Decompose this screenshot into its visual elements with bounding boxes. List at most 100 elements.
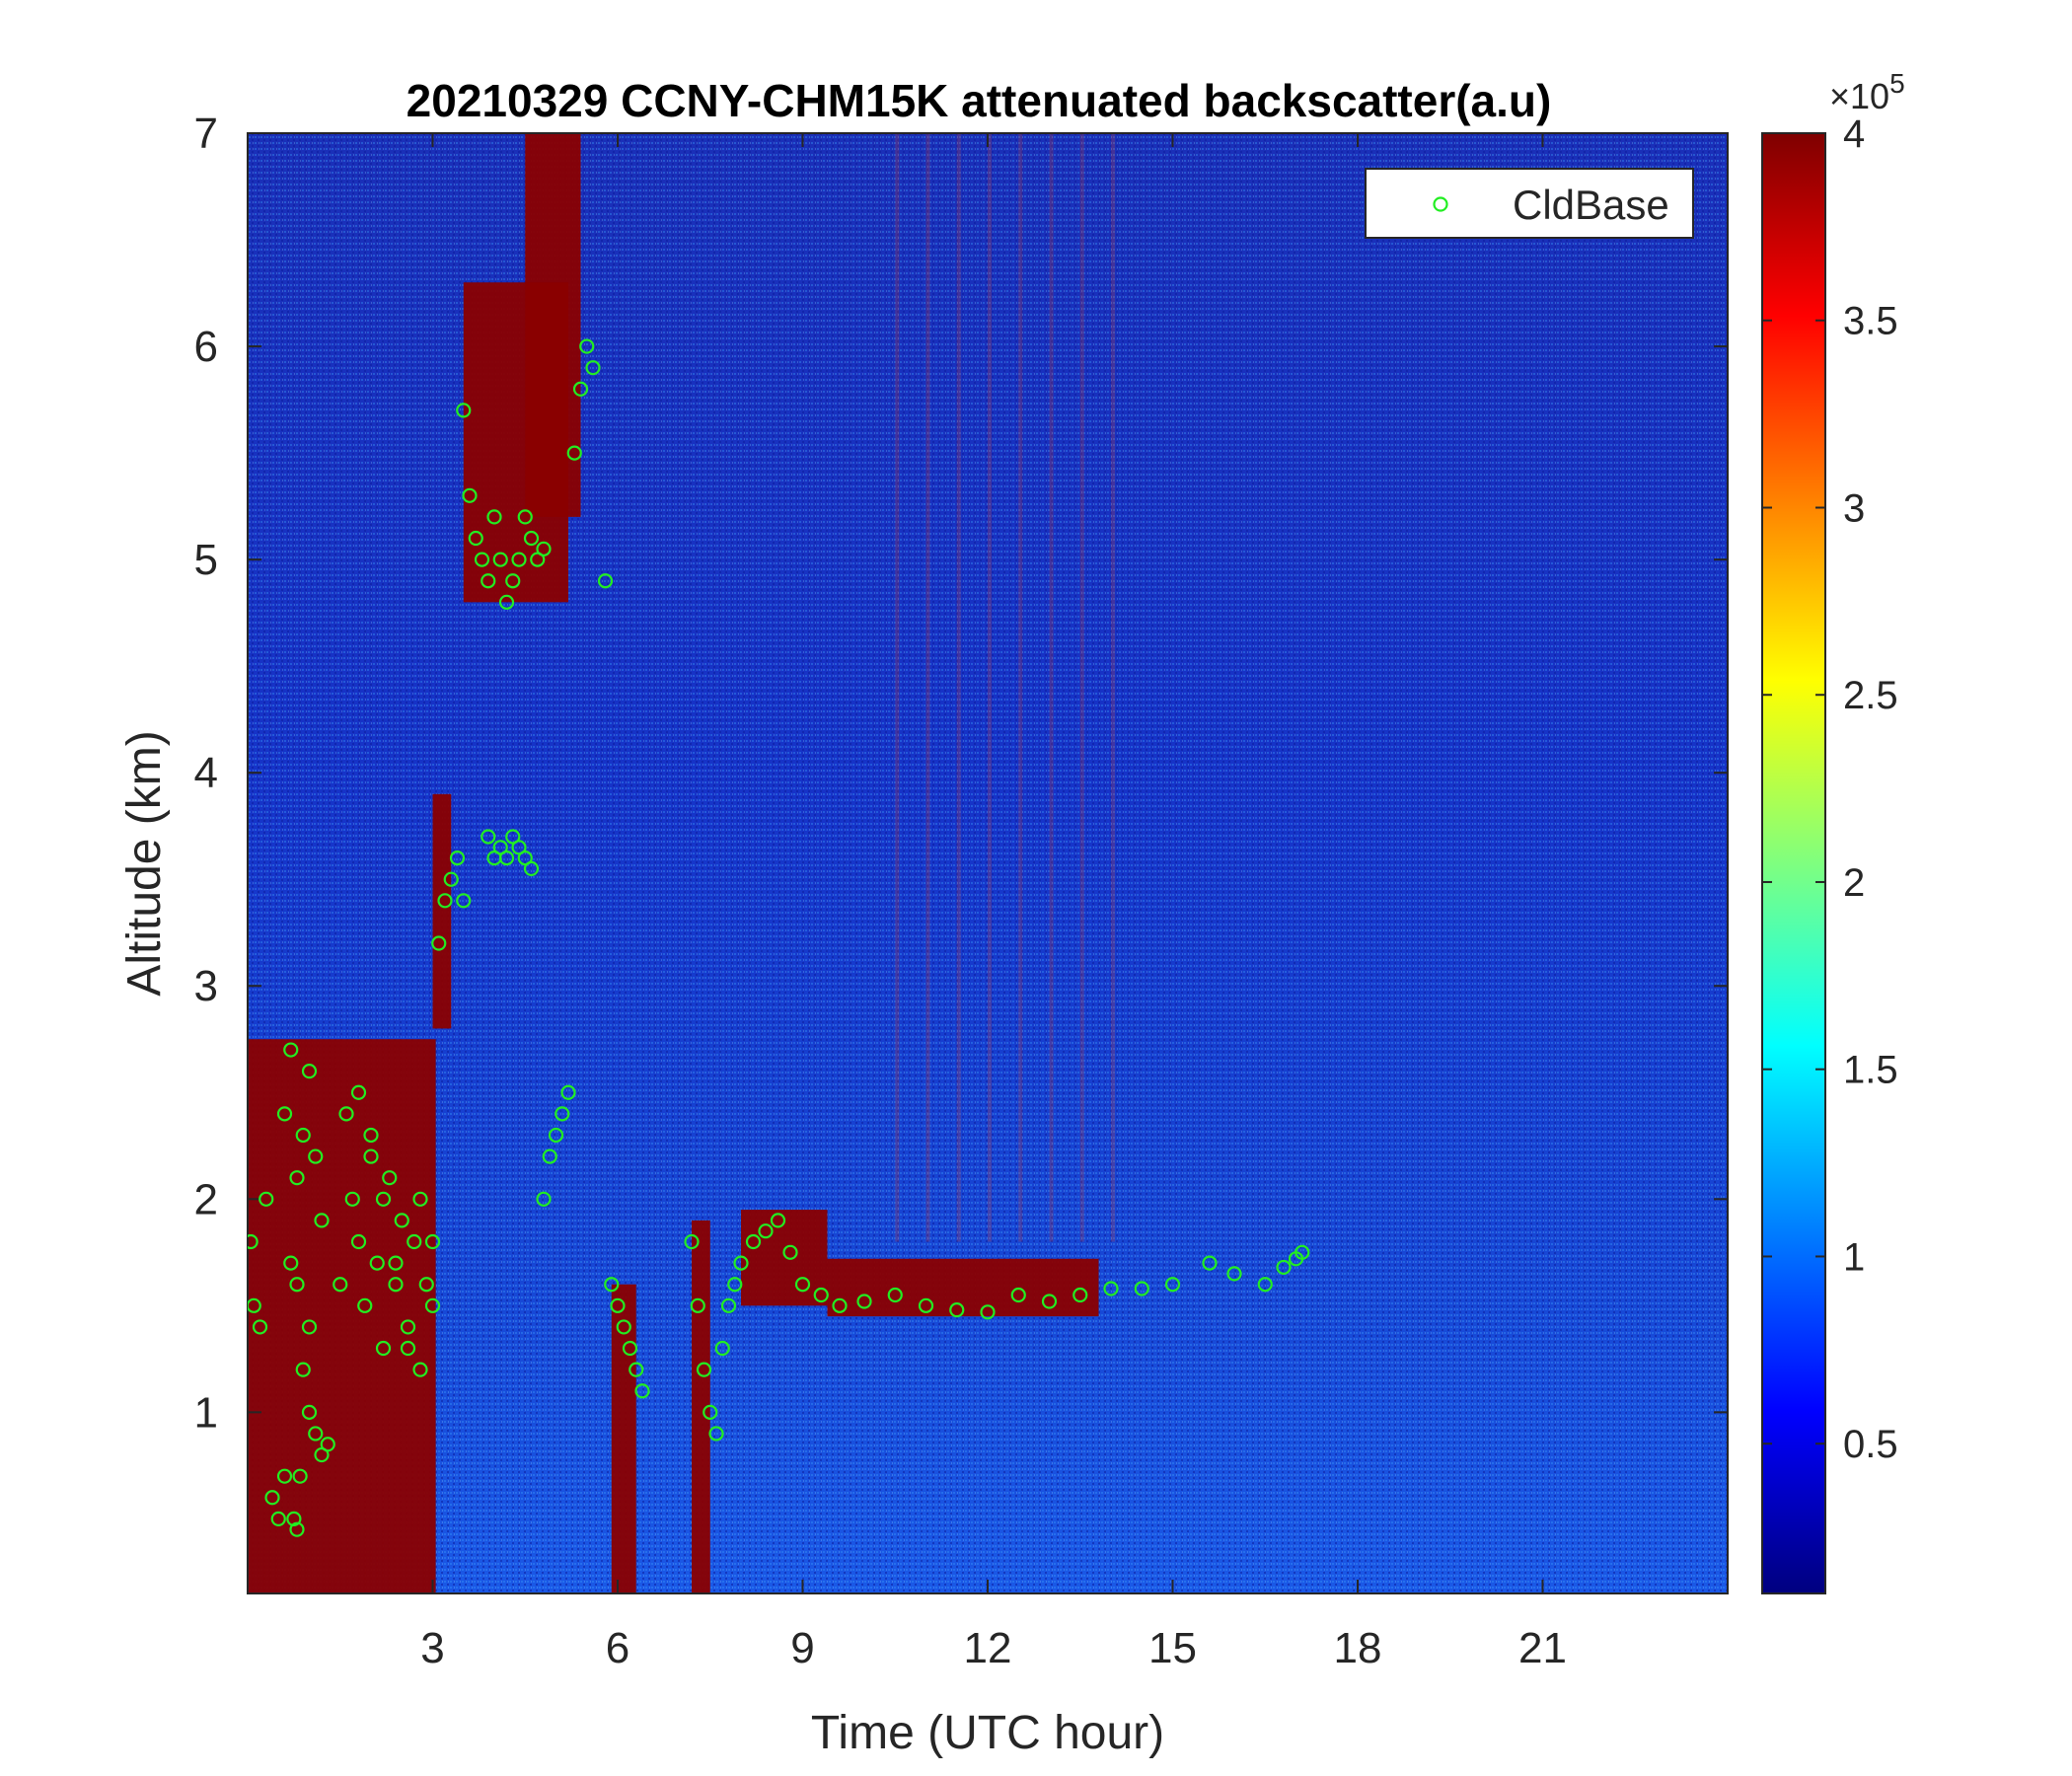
cldbase-point [832, 1297, 848, 1313]
cldbase-point [505, 573, 521, 589]
x-tick-label: 9 [790, 1624, 814, 1672]
cldbase-point [248, 1297, 261, 1313]
colorbar-tick-label: 2.5 [1843, 674, 1898, 717]
cldbase-point [1103, 1281, 1119, 1296]
cldbase-point [1295, 1244, 1310, 1260]
cldbase-point [388, 1277, 404, 1293]
cldbase-point [566, 445, 582, 461]
x-axis-label: Time (UTC hour) [811, 1707, 1164, 1759]
cldbase-point [622, 1340, 638, 1357]
cldbase-point [468, 530, 483, 547]
cldbase-point [782, 1244, 798, 1260]
cldbase-point [388, 1255, 404, 1271]
cldbase-point [733, 1255, 749, 1271]
cldbase-point [714, 1340, 730, 1357]
cldbase-point [696, 1362, 712, 1377]
cldbase-point [949, 1302, 965, 1318]
cldbase-point [283, 1255, 299, 1271]
cldbase-point [579, 338, 595, 354]
cldbase-point [536, 541, 552, 556]
cldbase-point [375, 1191, 392, 1207]
noise-column [1079, 133, 1084, 1242]
cldbase-point [289, 1521, 305, 1537]
cldbase-point [363, 1127, 379, 1144]
cloud-region [432, 793, 452, 1029]
cldbase-point [338, 1106, 354, 1122]
cldbase-point [585, 360, 601, 376]
colorbar: 0.5 1 1.5 2 2.5 3 3.5 4 ×105 [1761, 68, 1905, 1594]
y-tick-label: 5 [194, 536, 218, 584]
cldbase-point [745, 1233, 762, 1250]
cldbase-point [498, 850, 515, 866]
cldbase-point [308, 1426, 324, 1442]
cldbase-point [270, 1511, 286, 1526]
colorbar-tick-label: 4 [1843, 112, 1865, 156]
cldbase-point [690, 1297, 705, 1313]
cldbase-point [474, 552, 490, 567]
cldbase-point [264, 1490, 280, 1506]
cldbase-point [481, 573, 496, 589]
cldbase-point [684, 1233, 700, 1250]
colorbar-exponent: ×105 [1829, 68, 1905, 116]
y-tick-label: 3 [194, 962, 218, 1010]
cldbase-point [363, 1148, 379, 1164]
cldbase-point [597, 573, 614, 589]
cldbase-point [333, 1277, 348, 1293]
cldbase-point [727, 1277, 743, 1293]
cldbase-point [481, 829, 496, 845]
cldbase-point [456, 403, 472, 418]
colorbar-tick-label: 1 [1843, 1235, 1865, 1279]
colorbar-tick-label: 0.5 [1843, 1423, 1898, 1466]
cldbase-point [308, 1148, 324, 1164]
cldbase-point [286, 1511, 302, 1526]
cldbase-point [813, 1287, 829, 1303]
y-tick-label: 7 [194, 110, 218, 158]
y-tick-label: 1 [194, 1388, 218, 1437]
cldbase-point [542, 1148, 557, 1164]
cldbase-point [486, 509, 502, 525]
cldbase-point [1202, 1255, 1218, 1271]
cldbase-point [412, 1191, 428, 1207]
cldbase-point [259, 1191, 274, 1207]
noise-column [956, 133, 961, 1242]
noise-column [925, 133, 930, 1242]
cldbase-series [248, 338, 1310, 1537]
cldbase-point [498, 594, 515, 610]
y-tick-label: 4 [194, 749, 218, 797]
cldbase-point [424, 1297, 441, 1313]
legend: CldBase [1365, 168, 1694, 239]
cldbase-point [616, 1319, 631, 1335]
cldbase-point [794, 1277, 811, 1293]
cldbase-point [634, 1383, 650, 1399]
cldbase-point [610, 1297, 626, 1313]
heatmap-plot-area [248, 133, 1728, 1593]
cldbase-point [369, 1255, 385, 1271]
legend-box [1365, 168, 1694, 239]
y-axis-label: Altitude (km) [118, 730, 171, 996]
cldbase-point [382, 1170, 398, 1186]
x-tick-label: 12 [964, 1624, 1012, 1672]
cldbase-point [1226, 1266, 1242, 1282]
cldbase-point [1041, 1294, 1058, 1309]
cldbase-point [295, 1362, 311, 1377]
cldbase-point [523, 530, 540, 547]
cldbase-point [320, 1437, 335, 1452]
cldbase-point [887, 1287, 903, 1303]
colorbar-gradient [1761, 132, 1826, 1594]
cldbase-point [407, 1233, 422, 1250]
colorbar-tick-label: 3.5 [1843, 300, 1898, 343]
cloud-region [248, 1039, 436, 1593]
cldbase-point [276, 1106, 293, 1122]
x-tick-label: 15 [1148, 1624, 1197, 1672]
cldbase-point [357, 1297, 373, 1313]
cldbase-point [604, 1277, 620, 1293]
cldbase-point [523, 860, 540, 877]
cldbase-point [437, 893, 453, 909]
cldbase-point [301, 1064, 318, 1079]
cldbase-point [400, 1319, 416, 1335]
cldbase-point [1134, 1281, 1149, 1296]
cldbase-point [394, 1213, 409, 1228]
cldbase-point [375, 1340, 392, 1357]
cldbase-point [301, 1319, 318, 1335]
cloud-region [611, 1284, 636, 1593]
